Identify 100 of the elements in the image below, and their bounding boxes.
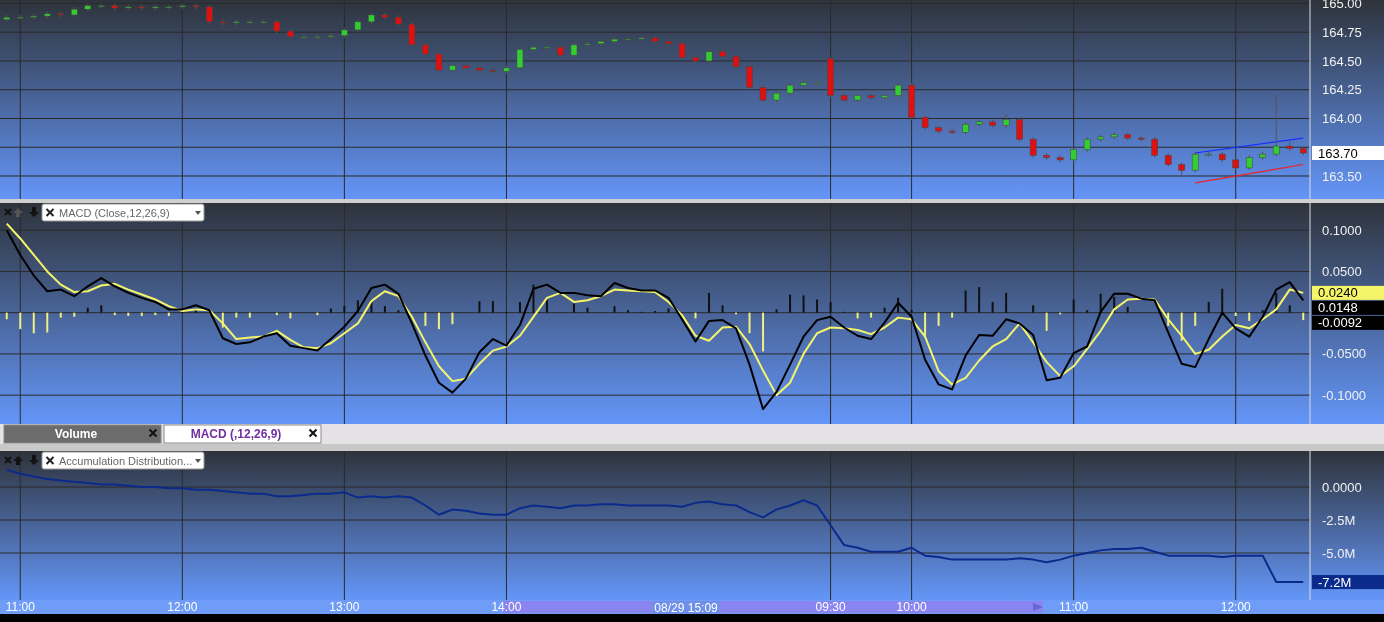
candlestick	[1191, 151, 1199, 174]
candlestick	[597, 38, 605, 47]
bar	[343, 306, 346, 313]
bar	[1032, 305, 1035, 313]
y-tick-label: 0.0000	[1322, 479, 1362, 495]
candlestick	[1002, 113, 1010, 129]
bar	[613, 306, 616, 313]
bar	[397, 310, 400, 313]
y-tick-label: 164.25	[1322, 82, 1362, 98]
bar	[451, 312, 454, 325]
bar	[883, 307, 886, 313]
bar	[762, 312, 765, 352]
y-tick-label: 164.00	[1322, 111, 1362, 127]
bar	[1221, 288, 1224, 313]
text: 0.0148	[1318, 300, 1358, 316]
y-tick-label: 163.50	[1322, 168, 1362, 184]
bar	[870, 312, 873, 318]
bar	[572, 303, 575, 313]
bar	[586, 307, 589, 313]
y-tick-label: 0.0500	[1322, 263, 1362, 279]
bar	[5, 312, 8, 320]
bar	[86, 307, 89, 313]
y-tick-label: -0.0500	[1322, 346, 1367, 362]
candlestick	[1151, 136, 1158, 159]
bar	[491, 301, 494, 313]
bar	[73, 312, 76, 317]
bar	[789, 294, 792, 313]
bar	[816, 299, 819, 313]
bar	[59, 312, 62, 318]
candlestick	[408, 21, 416, 48]
candlestick	[435, 51, 443, 73]
y-tick-label: 164.50	[1322, 53, 1362, 69]
bar	[1072, 299, 1075, 313]
bar	[248, 312, 251, 318]
y-tick-label: 0.1000	[1322, 222, 1362, 238]
y-tick-label: 164.75	[1322, 24, 1362, 40]
chart-title: Accumulation Distribution...	[59, 454, 193, 467]
x-tick-label: 11:00	[5, 600, 36, 615]
y-tick-label: -2.5M	[1322, 512, 1356, 528]
candlestick	[1029, 136, 1037, 159]
candlestick	[867, 92, 875, 101]
text: Volume	[54, 427, 98, 442]
bar	[46, 312, 49, 333]
bar	[32, 312, 35, 334]
x-tick-label: 12:00	[167, 600, 198, 615]
bar	[383, 306, 386, 313]
candlestick	[746, 63, 753, 91]
candlestick	[1016, 116, 1023, 142]
bar	[518, 301, 521, 313]
bar	[978, 287, 981, 313]
bar	[1207, 301, 1210, 313]
bar	[910, 310, 913, 313]
bar	[1045, 312, 1048, 331]
bar	[991, 301, 994, 313]
x-tick-label: 14:00	[491, 600, 522, 615]
bar	[748, 312, 751, 334]
bar	[1302, 312, 1305, 321]
candlestick	[948, 128, 956, 136]
bar	[964, 290, 967, 313]
bar	[1248, 312, 1251, 321]
bar	[1126, 306, 1129, 313]
text: 163.70	[1318, 145, 1358, 161]
bar	[951, 312, 954, 318]
candlestick	[206, 4, 213, 25]
bar	[424, 312, 427, 326]
candlestick	[678, 40, 686, 61]
bar	[775, 309, 778, 313]
bar	[829, 301, 832, 313]
candlestick	[1272, 93, 1280, 157]
candlestick	[489, 67, 497, 75]
candlestick	[516, 46, 524, 71]
text: 0.0240	[1318, 285, 1358, 301]
text: -0.0092	[1318, 315, 1363, 331]
candlestick	[327, 32, 335, 40]
x-tick-label: 13:00	[329, 600, 360, 615]
bar	[235, 312, 238, 318]
bar	[1288, 305, 1291, 313]
bar	[1005, 292, 1008, 313]
bar	[721, 305, 724, 313]
bar	[545, 299, 548, 313]
x-tick-label: 09:30	[815, 600, 846, 615]
bar	[1261, 310, 1264, 313]
bar	[802, 295, 805, 313]
text: -7.2M	[1318, 574, 1352, 590]
y-tick-label: -0.1000	[1322, 387, 1367, 403]
x-tick-label: 12:00	[1220, 600, 1252, 615]
y-tick-label: -5.0M	[1322, 545, 1356, 561]
bar	[667, 308, 670, 313]
bar	[437, 312, 440, 330]
bar	[1086, 310, 1089, 313]
x-tick-label: 11:00	[1059, 600, 1089, 615]
bar	[329, 308, 332, 313]
x-tick-label: 10:00	[896, 600, 927, 615]
text: 08/29 15:09	[654, 600, 719, 615]
bar	[626, 310, 629, 313]
line-series	[5, 468, 1305, 584]
bar	[937, 312, 940, 326]
bar	[19, 312, 22, 330]
bar	[924, 312, 927, 336]
text: MACD (,12,26,9)	[190, 427, 282, 442]
